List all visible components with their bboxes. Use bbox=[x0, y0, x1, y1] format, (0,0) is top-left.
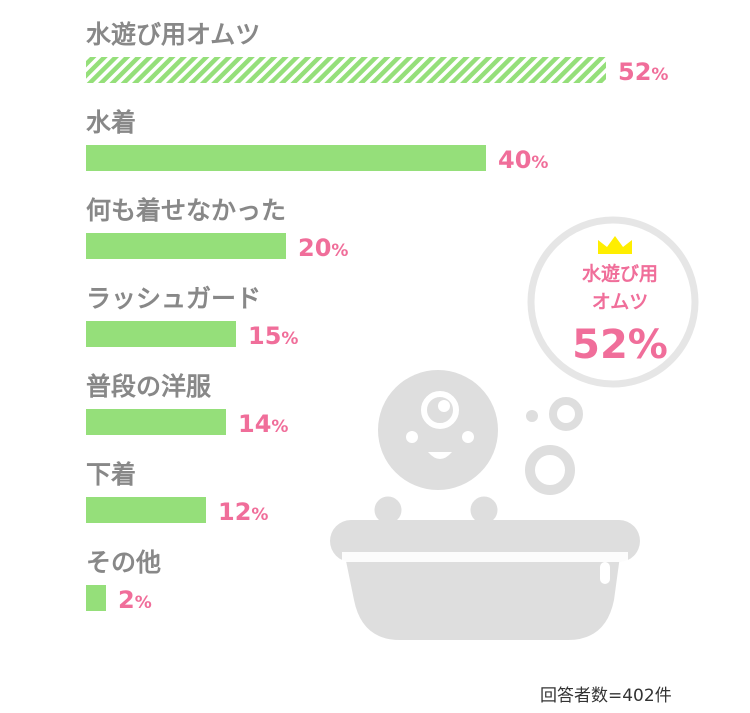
bar bbox=[86, 321, 236, 347]
bar bbox=[86, 145, 486, 171]
value-label: 15% bbox=[248, 322, 298, 350]
category-label: 下着 bbox=[86, 460, 136, 489]
value-label: 2% bbox=[118, 586, 152, 614]
category-label: 普段の洋服 bbox=[86, 372, 212, 401]
bar bbox=[86, 57, 606, 83]
badge-line-2: オムツ bbox=[592, 291, 648, 313]
bar bbox=[86, 497, 206, 523]
highlight-badge: 水遊び用 オムツ 52% bbox=[527, 216, 699, 388]
bars-group: 水遊び用オムツ52%水着40%何も着せなかった20%ラッシュガード15%普段の洋… bbox=[86, 20, 668, 614]
value-label: 40% bbox=[498, 146, 548, 174]
category-label: その他 bbox=[86, 548, 161, 577]
bar bbox=[86, 585, 106, 611]
value-label: 52% bbox=[618, 58, 668, 86]
respondent-count: 回答者数=402件 bbox=[540, 686, 672, 706]
badge-line-1: 水遊び用 bbox=[582, 262, 658, 285]
bar bbox=[86, 409, 226, 435]
value-label: 14% bbox=[238, 410, 288, 438]
bar bbox=[86, 233, 286, 259]
category-label: 水遊び用オムツ bbox=[86, 20, 260, 49]
category-label: 何も着せなかった bbox=[86, 196, 286, 225]
value-label: 20% bbox=[298, 234, 348, 262]
baby-in-bathtub-icon bbox=[330, 370, 640, 640]
category-label: 水着 bbox=[86, 108, 136, 137]
value-label: 12% bbox=[218, 498, 268, 526]
category-label: ラッシュガード bbox=[86, 284, 261, 313]
crown-icon bbox=[598, 236, 632, 254]
badge-value: 52% bbox=[572, 322, 668, 368]
